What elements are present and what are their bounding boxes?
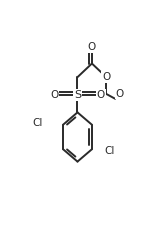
Text: Cl: Cl <box>104 146 114 156</box>
Text: O: O <box>115 89 123 99</box>
Text: O: O <box>97 90 105 100</box>
Text: Cl: Cl <box>33 118 43 128</box>
Text: O: O <box>88 42 96 52</box>
Text: O: O <box>50 90 58 100</box>
Text: O: O <box>102 72 111 82</box>
Text: S: S <box>74 90 81 100</box>
